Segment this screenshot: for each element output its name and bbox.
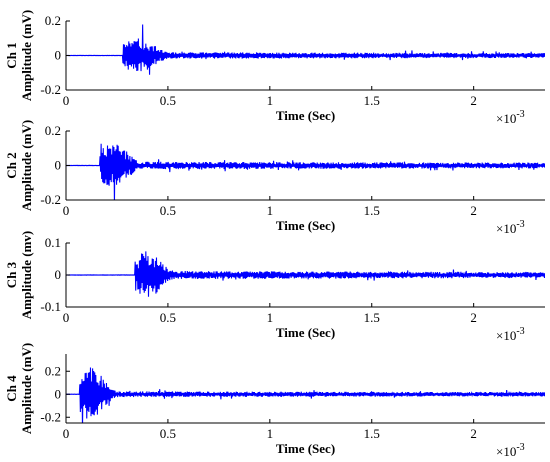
x-tick-label: 0.5: [160, 310, 176, 325]
y-axis-label-amplitude: Amplitude (mV): [19, 343, 34, 434]
x-tick-label: 0.5: [160, 426, 176, 441]
x-tick-label: 0: [63, 93, 70, 108]
x-tick-label: 0.5: [160, 93, 176, 108]
y-axis-label-amplitude: Amplitude (mv): [19, 231, 34, 319]
y-axis-label-channel: Ch 4: [4, 375, 19, 402]
x-tick-label: 1: [267, 426, 274, 441]
signal-trace-ch2: [66, 143, 545, 200]
y-tick-label: 0: [55, 158, 62, 173]
x-tick-label: 1.5: [364, 426, 380, 441]
y-tick-label: 0.2: [45, 363, 61, 378]
y-axis-label-channel: Ch 3: [4, 261, 19, 288]
x-tick-label: 0: [63, 426, 70, 441]
y-tick-label: -0.1: [40, 299, 61, 314]
x-axis-label: Time (Sec): [276, 218, 335, 233]
y-tick-label: 0.2: [45, 123, 61, 138]
x-tick-label: 1.5: [364, 93, 380, 108]
y-tick-label: -0.2: [40, 409, 61, 424]
x-tick-label: 1.5: [364, 310, 380, 325]
signal-trace-ch4: [66, 367, 545, 423]
x-tick-label: 2: [470, 93, 477, 108]
x-tick-label: 0.5: [160, 203, 176, 218]
y-tick-label: 0.2: [45, 13, 61, 28]
y-tick-label: -0.2: [40, 82, 61, 97]
y-axis-label-amplitude: Amplitude (mV): [19, 10, 34, 101]
y-axis-label-channel: Ch 1: [4, 42, 19, 68]
x-tick-label: 1: [267, 310, 274, 325]
x-tick-label: 1: [267, 203, 274, 218]
x-tick-label: 2: [470, 203, 477, 218]
y-tick-label: 0.1: [45, 235, 61, 250]
y-tick-label: 0: [55, 386, 62, 401]
y-axis-label-amplitude: Amplitude (mV): [19, 120, 34, 211]
signal-trace-ch3: [66, 251, 545, 297]
x-tick-label: 1: [267, 93, 274, 108]
x-exponent-label: ×10-3: [496, 109, 525, 126]
y-tick-label: 0: [55, 48, 62, 63]
x-tick-label: 0: [63, 310, 70, 325]
y-tick-label: -0.2: [40, 192, 61, 207]
x-tick-label: 1.5: [364, 203, 380, 218]
x-axis-label: Time (Sec): [276, 108, 335, 123]
x-axis-label: Time (Sec): [276, 325, 335, 340]
x-exponent-label: ×10-3: [496, 219, 525, 236]
x-exponent-label: ×10-3: [496, 442, 525, 459]
x-exponent-label: ×10-3: [496, 326, 525, 343]
x-tick-label: 0: [63, 203, 70, 218]
x-axis-label: Time (Sec): [276, 441, 335, 456]
signal-trace-ch1: [66, 24, 545, 75]
y-axis-label-channel: Ch 2: [4, 152, 19, 178]
y-tick-label: 0: [55, 267, 62, 282]
x-tick-label: 2: [470, 310, 477, 325]
x-tick-label: 2: [470, 426, 477, 441]
